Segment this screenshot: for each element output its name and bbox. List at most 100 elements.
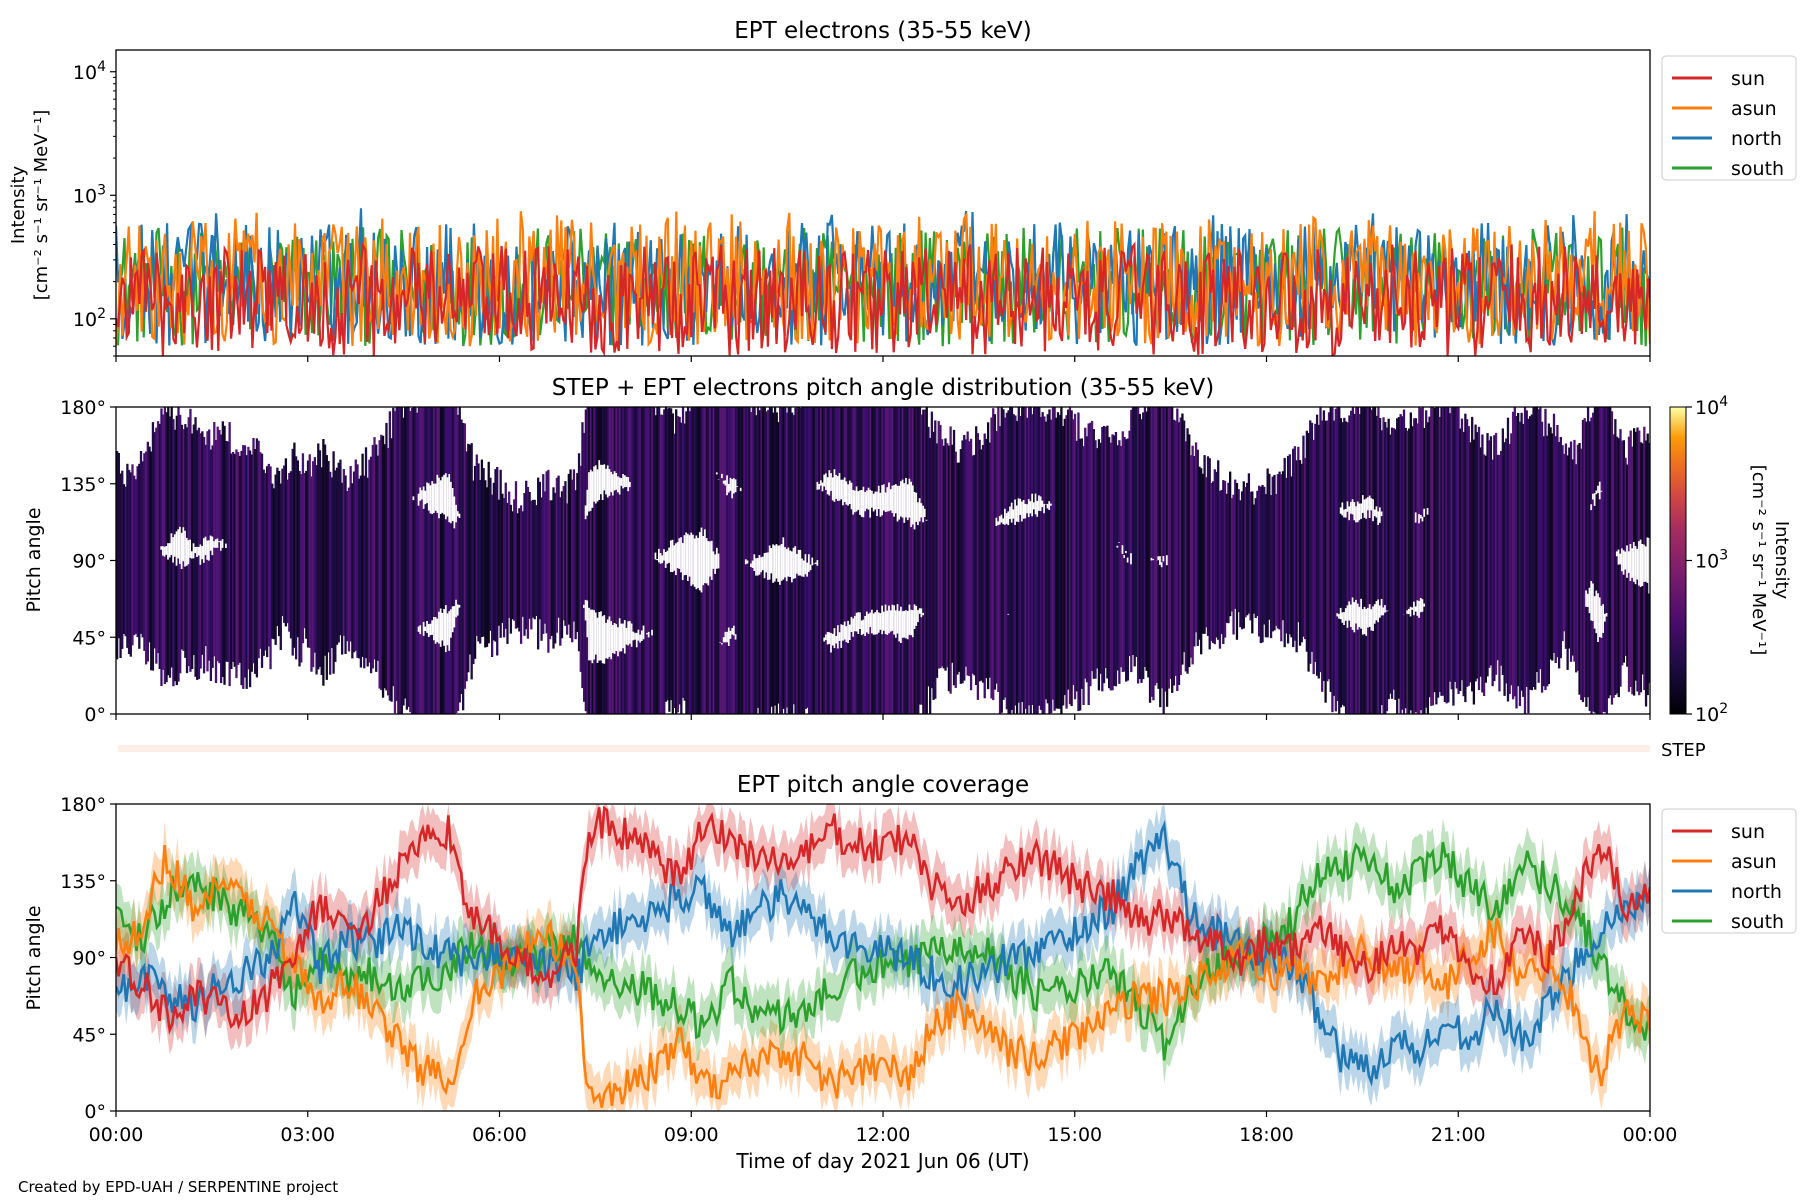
- heatmap-gap: [1648, 537, 1650, 594]
- heatmap-column: [231, 452, 235, 662]
- heatmap-gap: [613, 471, 616, 491]
- y-tick-label: 102: [73, 306, 106, 331]
- heatmap-column: [565, 503, 569, 635]
- heatmap-gap: [671, 539, 674, 573]
- heatmap-gap: [629, 481, 632, 488]
- heatmap-gap: [867, 487, 870, 510]
- heatmap-gap: [1353, 502, 1356, 521]
- heatmap-gap: [1123, 555, 1126, 558]
- heatmap-gap: [458, 513, 461, 518]
- heatmap-column: [368, 459, 371, 663]
- heatmap-column: [410, 407, 414, 714]
- heatmap-gap: [688, 535, 691, 577]
- heatmap-gap: [1380, 511, 1383, 517]
- heatmap-column: [1000, 407, 1003, 713]
- heatmap-gap: [1346, 605, 1349, 628]
- heatmap-column: [455, 407, 458, 713]
- heatmap-column: [663, 409, 666, 714]
- heatmap-gap: [756, 557, 760, 576]
- heatmap-column: [1067, 409, 1070, 690]
- heatmap-gap: [455, 599, 458, 618]
- heatmap-column: [1281, 471, 1285, 621]
- heatmap-gap: [584, 505, 588, 520]
- heatmap-column: [1111, 434, 1114, 691]
- heatmap-column: [911, 407, 915, 714]
- heatmap-column: [1612, 434, 1615, 698]
- y-tick-label: 104: [73, 59, 106, 84]
- heatmap-gap: [1121, 545, 1124, 554]
- step-label: STEP: [1661, 740, 1706, 761]
- heatmap-column: [1390, 427, 1394, 699]
- heatmap-column: [564, 481, 567, 626]
- heatmap-column: [1416, 423, 1419, 714]
- heatmap-column: [591, 407, 594, 714]
- heatmap-column: [859, 407, 862, 714]
- heatmap-column: [1184, 441, 1187, 672]
- heatmap-column: [818, 407, 821, 714]
- heatmap-gap: [606, 619, 610, 659]
- heatmap-column: [1102, 426, 1106, 684]
- heatmap-column: [823, 407, 826, 714]
- heatmap-column: [371, 444, 374, 669]
- heatmap-gap: [634, 632, 637, 640]
- heatmap-column: [1399, 414, 1402, 714]
- heatmap-column: [1300, 463, 1303, 643]
- heatmap-column: [1072, 419, 1075, 686]
- heatmap-column: [1326, 420, 1329, 682]
- heatmap-column: [852, 407, 855, 714]
- heatmap-column: [1356, 407, 1360, 714]
- heatmap-column: [1315, 414, 1319, 676]
- heatmap-gap: [881, 485, 884, 516]
- heatmap-column: [1462, 431, 1465, 697]
- intensity-panel: EPT electrons (35-55 keV) 102 103 104 Inte…: [8, 18, 1797, 362]
- heatmap-gap: [859, 490, 862, 515]
- heatmap-column: [640, 407, 644, 714]
- heatmap-column: [1506, 417, 1510, 702]
- heatmap-column: [1140, 419, 1143, 683]
- heatmap-column: [1227, 482, 1230, 624]
- heatmap-gap: [898, 610, 901, 642]
- heatmap-column: [1382, 417, 1385, 714]
- heatmap-column: [1181, 413, 1184, 665]
- heatmap-column: [1295, 460, 1298, 653]
- heatmap-column: [620, 407, 623, 714]
- heatmap-column: [1235, 483, 1239, 640]
- heatmap-column: [223, 425, 226, 685]
- heatmap-column: [1407, 428, 1411, 714]
- heatmap-column: [1242, 481, 1245, 629]
- heatmap-column: [1034, 407, 1037, 714]
- heatmap-column: [1114, 432, 1118, 687]
- heatmap-gap: [854, 615, 857, 632]
- heatmap-column: [874, 407, 877, 714]
- heatmap-gap: [816, 481, 819, 490]
- heatmap-gap: [755, 558, 758, 576]
- heatmap-column: [615, 407, 618, 714]
- heatmap-gap: [1032, 502, 1036, 510]
- heatmap-column: [122, 484, 126, 634]
- heatmap-gap: [610, 621, 613, 660]
- heatmap-column: [656, 407, 659, 714]
- heatmap-gap: [594, 465, 598, 504]
- x-tick-label: 00:00: [89, 1124, 144, 1146]
- heatmap-column: [1082, 446, 1085, 705]
- heatmap-column: [1058, 415, 1061, 709]
- heatmap-column: [1370, 409, 1373, 714]
- heatmap-column: [1215, 471, 1218, 638]
- heatmap-gap: [666, 550, 669, 564]
- heatmap-column: [1107, 437, 1111, 689]
- heatmap-column: [383, 444, 386, 689]
- heatmap-column: [450, 407, 453, 714]
- heatmap-gap: [219, 540, 223, 551]
- heatmap-gap: [862, 486, 865, 518]
- heatmap-column: [1194, 442, 1198, 633]
- heatmap-gap: [412, 496, 415, 501]
- heatmap-column: [1542, 436, 1545, 687]
- heatmap-column: [1609, 407, 1612, 696]
- heatmap-column: [361, 453, 364, 657]
- heatmap-column: [315, 465, 318, 675]
- heatmap-gap: [216, 538, 219, 548]
- heatmap-column: [191, 433, 194, 669]
- heatmap-gap: [767, 552, 770, 580]
- heatmap-column: [889, 407, 893, 714]
- heatmap-column: [634, 407, 637, 714]
